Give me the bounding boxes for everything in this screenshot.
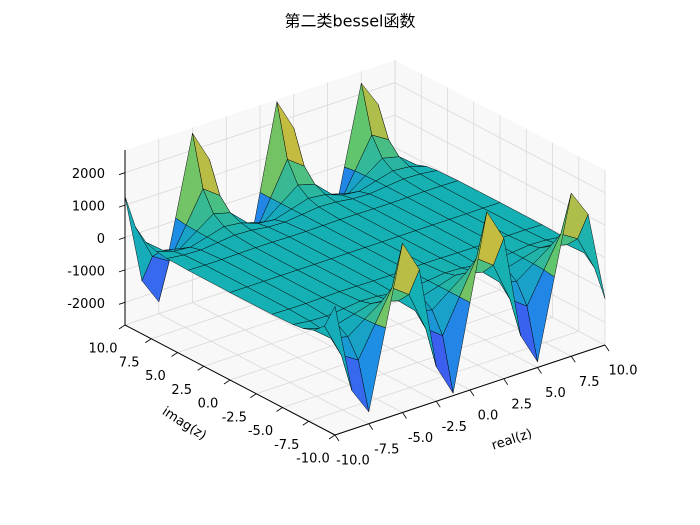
y-tick-label: 2.5 [171, 383, 192, 398]
y-tick-mark [171, 352, 178, 357]
x-tick-label: -5.0 [408, 431, 433, 446]
x-tick-mark [537, 367, 542, 374]
grid-line [282, 317, 553, 408]
z-tick-mark [118, 269, 126, 273]
x-tick-mark [435, 401, 441, 408]
x-axis-line [334, 344, 606, 436]
y-tick-label: -2.5 [222, 410, 247, 425]
x-axis-label: real(z) [490, 426, 534, 453]
x-tick-mark [334, 434, 340, 442]
y-tick-label: 5.0 [145, 369, 166, 384]
grid-line [394, 82, 606, 194]
y-tick-label: -5.0 [248, 424, 273, 439]
y-tick-mark [250, 393, 257, 399]
y-tick-mark [118, 324, 126, 330]
z-tick-label: 2000 [72, 167, 105, 182]
y-axis-line [124, 324, 336, 436]
y-tick-label: -7.5 [274, 438, 299, 453]
x-tick-mark [503, 378, 509, 385]
chart-title: 第二类bessel函数 [285, 12, 416, 31]
grid-line [256, 303, 527, 395]
grid-line [124, 114, 396, 206]
z-tick-mark [118, 204, 126, 208]
y-tick-label: 10.0 [89, 342, 118, 357]
x-tick-label: 2.5 [511, 397, 532, 412]
x-tick-label: -2.5 [442, 420, 467, 435]
x-tick-label: 0.0 [478, 409, 499, 424]
grid-line [124, 82, 396, 174]
x-tick-mark [402, 412, 407, 419]
x-tick-label: -10.0 [336, 454, 370, 469]
x-tick-label: 7.5 [579, 375, 600, 390]
x-tick-mark [469, 389, 475, 397]
y-tick-label: 0.0 [198, 397, 219, 412]
surface-patch [324, 306, 353, 391]
y-tick-mark [302, 420, 309, 426]
x-tick-mark [368, 423, 374, 430]
x-tick-label: 10.0 [609, 364, 638, 379]
y-tick-mark [328, 434, 336, 440]
x-tick-mark [604, 344, 610, 352]
z-tick-mark [118, 172, 126, 176]
y-tick-mark [145, 338, 152, 344]
z-tick-mark [118, 237, 126, 240]
y-tick-label: 7.5 [119, 355, 140, 370]
z-tick-label: -2000 [67, 297, 105, 312]
x-tick-mark [570, 356, 576, 363]
y-tick-label: -10.0 [296, 452, 330, 467]
x-tick-label: 5.0 [545, 386, 566, 401]
z-tick-label: -1000 [67, 264, 105, 279]
z-tick-label: 0 [97, 232, 105, 247]
z-tick-mark [118, 301, 126, 305]
y-tick-mark [276, 407, 283, 412]
y-tick-mark [197, 365, 204, 371]
x-tick-label: -7.5 [374, 442, 399, 457]
z-tick-label: 1000 [72, 200, 105, 215]
y-tick-mark [223, 379, 231, 385]
